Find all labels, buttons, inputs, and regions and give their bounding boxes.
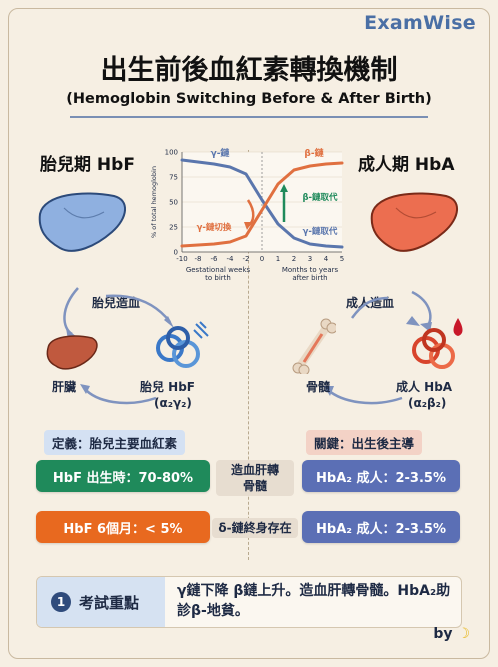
chart-annotation-gamma-switch: γ-鏈切換: [197, 222, 232, 233]
chart-x-label-right: Months to years: [282, 266, 339, 274]
byline-text: by: [433, 626, 453, 642]
hbf-birth-box: HbF 出生時：70-80%: [36, 460, 210, 492]
chart-x-tick-label: 4: [324, 255, 329, 263]
adult-cycle-arrows: [324, 290, 432, 405]
delta-chain-note: δ-鏈終身存在: [212, 518, 298, 538]
fetal-process-label: 胎兒造血: [92, 296, 141, 310]
chart-x-tick-label: -8: [195, 255, 202, 263]
fetal-organ-label: 肝臟: [52, 380, 77, 394]
title-underline: [70, 116, 428, 118]
hematopoiesis-note: 造血肝轉 骨髓: [216, 460, 294, 496]
chart-x-label-left: to birth: [205, 274, 231, 282]
exam-tip-number: 1: [51, 592, 71, 612]
chart-x-tick-label: -4: [227, 255, 235, 263]
chart-series-line-0: [180, 158, 344, 249]
hbf-6month-box: HbF 6個月：< 5%: [36, 511, 210, 543]
chart-x-label-right: after birth: [292, 274, 327, 282]
chart-x-tick-label: 5: [340, 255, 344, 263]
page-frame: [8, 8, 490, 659]
chart-y-tick-label: 50: [169, 199, 178, 207]
page-title: 出生前後血紅素轉換機制: [100, 55, 398, 86]
hba2-adult-box-1: HbA₂ 成人：2-3.5%: [302, 460, 460, 492]
chart-annotation-gamma-take: γ-鏈取代: [303, 226, 338, 237]
exam-tip-label: 考試重點: [79, 593, 140, 612]
fetal-liver-icon: [38, 192, 126, 252]
fetal-hbf-molecule-icon: [156, 321, 209, 368]
chart-y-tick-label: 75: [169, 174, 178, 182]
fetal-definition-badge: 定義：胎兒主要血紅素: [44, 430, 186, 455]
chart-y-tick-label: 25: [169, 224, 178, 232]
chart-x-tick-label: -6: [211, 255, 219, 263]
chart-x-label-left: Gestational weeks: [186, 266, 251, 274]
adult-key-badge: 關鍵：出生後主導: [306, 430, 423, 455]
chart-x-tick-label: -10: [176, 255, 187, 263]
fetal-liver-small-icon: [46, 335, 98, 370]
fetal-title: 胎兒期 HbF: [40, 155, 135, 175]
adult-organ-label: 骨髓: [306, 380, 331, 394]
byline: by ☽: [433, 626, 470, 642]
chart-series-label-beta: β-鏈: [304, 147, 323, 159]
exam-tip-badge: 1 考試重點: [37, 577, 165, 627]
chart-arrow-up-head: [280, 184, 288, 192]
chart-x-tick-label: 0: [260, 255, 264, 263]
adult-title: 成人期 HbA: [358, 155, 455, 175]
fetal-hb-formula: (α₂γ₂): [154, 396, 192, 410]
chart-x-tick-label: 3: [308, 255, 312, 263]
hemoglobin-switch-chart: 0 25 50 75 100 -10 -8 -6 -4 -2 0 1 2 3 4 5 % of total he…: [150, 147, 344, 282]
chart-series-label-gamma: γ-鏈: [211, 147, 230, 159]
chart-y-tick-label: 0: [174, 249, 178, 257]
chart-series-line-1: [180, 161, 344, 248]
hba2-adult-box-2: HbA₂ 成人：2-3.5%: [302, 511, 460, 543]
chart-arrow-down-head: [244, 222, 252, 230]
adult-hba-molecule-icon: [412, 318, 463, 369]
center-divider: [248, 150, 249, 560]
adult-liver-icon: [370, 192, 458, 252]
adult-hb-formula: (α₂β₂): [408, 396, 447, 410]
page-subtitle: (Hemoglobin Switching Before & After Bir…: [66, 91, 432, 107]
bone-marrow-icon: [292, 318, 336, 374]
chart-x-tick-label: 1: [276, 255, 280, 263]
fetal-hb-name: 胎兒 HbF: [140, 380, 196, 394]
adult-hb-name: 成人 HbA: [396, 380, 453, 394]
banana-icon: ☽: [457, 626, 470, 642]
chart-x-tick-label: -2: [243, 255, 250, 263]
chart-annotation-beta-take: β-鏈取代: [302, 192, 338, 203]
chart-y-axis-label: % of total hemoglobin: [150, 166, 158, 238]
exam-tip-panel: 1 考試重點 γ鏈下降 β鏈上升。造血肝轉骨髓。HbA₂助診β-地貧。: [36, 576, 462, 628]
chart-x-tick-label: 2: [292, 255, 296, 263]
exam-tip-text: γ鏈下降 β鏈上升。造血肝轉骨髓。HbA₂助診β-地貧。: [177, 583, 451, 619]
chart-y-tick-label: 100: [165, 149, 178, 157]
brand-logo: ExamWise: [364, 12, 476, 34]
